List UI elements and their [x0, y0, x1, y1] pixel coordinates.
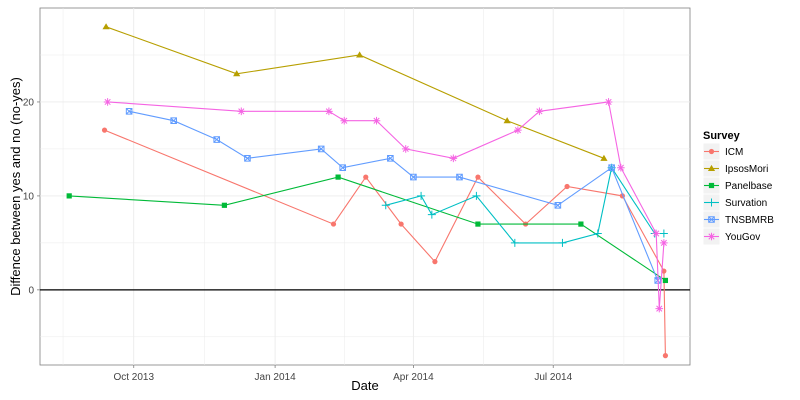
data-point-survation: [510, 238, 519, 247]
data-point-icm: [662, 353, 669, 359]
y-axis-title: Diffence between yes and no (no-yes): [8, 77, 23, 296]
data-point-icm: [661, 268, 667, 274]
x-axis-title: Date: [351, 378, 378, 393]
legend-label: Survation: [725, 198, 767, 209]
legend-label: TNSBMRB: [725, 215, 774, 226]
y-tick-label: 10: [23, 191, 35, 202]
legend-item-panelbase: Panelbase: [702, 176, 773, 195]
data-point-yougov: [652, 229, 660, 238]
data-point-ipsosmori: [356, 51, 364, 58]
data-point-yougov: [237, 107, 246, 116]
data-point-tnsbmrb: [387, 155, 394, 162]
data-point-survation: [417, 191, 426, 200]
series-line-survation: [385, 166, 664, 244]
data-point-ipsosmori: [102, 23, 110, 30]
data-point-survation: [381, 201, 390, 210]
data-point-survation: [558, 238, 567, 247]
data-point-icm: [398, 221, 404, 227]
data-point-yougov: [449, 154, 458, 163]
data-point-survation: [427, 210, 436, 219]
legend-label: Panelbase: [725, 181, 773, 192]
legend-key-marker: [707, 164, 716, 172]
data-point-ipsosmori: [233, 70, 241, 77]
data-point-ipsosmori: [600, 154, 608, 161]
legend-item-survation: Survation: [702, 193, 767, 212]
legend-key-marker: [708, 148, 715, 155]
data-point-yougov: [401, 145, 410, 153]
data-point-yougov: [604, 98, 613, 106]
data-point-icm: [363, 174, 369, 180]
series-yougov: [103, 98, 668, 313]
data-point-yougov: [103, 98, 112, 106]
legend-item-icm: ICM: [702, 142, 743, 161]
data-point-yougov: [514, 126, 522, 134]
data-point-yougov: [325, 107, 333, 116]
data-point-panelbase: [221, 202, 227, 208]
data-point-tnsbmrb: [317, 145, 325, 153]
legend-key-marker: [708, 182, 715, 189]
data-point-yougov: [660, 239, 668, 247]
data-point-yougov: [655, 304, 664, 313]
legend-key-marker: [707, 198, 716, 207]
y-tick-label: 0: [28, 285, 34, 296]
data-point-icm: [475, 174, 481, 180]
legend-label: YouGov: [725, 232, 760, 243]
data-point-yougov: [372, 116, 381, 125]
data-point-yougov: [617, 163, 625, 172]
legend-item-tnsbmrb: TNSBMRB: [702, 210, 774, 229]
data-point-tnsbmrb: [244, 155, 251, 162]
data-point-tnsbmrb: [170, 117, 177, 125]
data-point-panelbase: [662, 277, 669, 284]
legend: Survey ICM IpsosMori Panelbase Survation TNS…: [702, 130, 774, 246]
data-point-survation: [659, 229, 668, 238]
x-tick-label: Jul 2014: [534, 372, 572, 383]
legend-key-marker: [708, 216, 715, 223]
legend-key-marker: [707, 232, 716, 241]
series-line-yougov: [107, 101, 665, 309]
data-point-yougov: [535, 107, 544, 116]
series-line-tnsbmrb: [128, 110, 659, 281]
data-point-survation: [593, 229, 602, 238]
data-point-icm: [330, 221, 337, 227]
data-point-tnsbmrb: [125, 108, 133, 115]
data-point-panelbase: [335, 174, 341, 180]
x-tick-label: Jan 2014: [255, 372, 297, 383]
data-point-icm: [101, 127, 108, 133]
data-point-yougov: [340, 116, 349, 125]
data-point-panelbase: [578, 221, 584, 227]
legend-item-yougov: YouGov: [702, 227, 760, 246]
data-point-panelbase: [475, 221, 481, 227]
legend-label: IpsosMori: [725, 164, 768, 175]
x-tick-label: Apr 2014: [393, 372, 434, 383]
y-tick-label: 20: [23, 97, 35, 108]
series-tnsbmrb: [125, 108, 662, 284]
data-point-tnsbmrb: [608, 164, 615, 172]
axes: 0 10 20 Oct 2013 Jan 2014 Apr 2014 Jul 2014: [23, 97, 573, 383]
series-layer: [66, 23, 669, 359]
data-point-tnsbmrb: [554, 201, 562, 209]
x-tick-label: Oct 2013: [113, 372, 154, 383]
legend-title: Survey: [703, 130, 741, 142]
data-point-tnsbmrb: [339, 164, 347, 172]
data-point-tnsbmrb: [456, 173, 463, 181]
data-point-tnsbmrb: [410, 173, 417, 181]
legend-item-ipsosmori: IpsosMori: [702, 159, 768, 178]
data-point-panelbase: [66, 193, 72, 199]
data-point-icm: [564, 183, 570, 190]
data-point-ipsosmori: [503, 117, 511, 124]
data-point-survation: [472, 191, 481, 200]
series-ipsosmori: [102, 23, 608, 161]
data-point-icm: [432, 259, 438, 265]
data-point-tnsbmrb: [213, 136, 221, 143]
series-icm: [101, 127, 669, 359]
legend-label: ICM: [725, 147, 743, 158]
